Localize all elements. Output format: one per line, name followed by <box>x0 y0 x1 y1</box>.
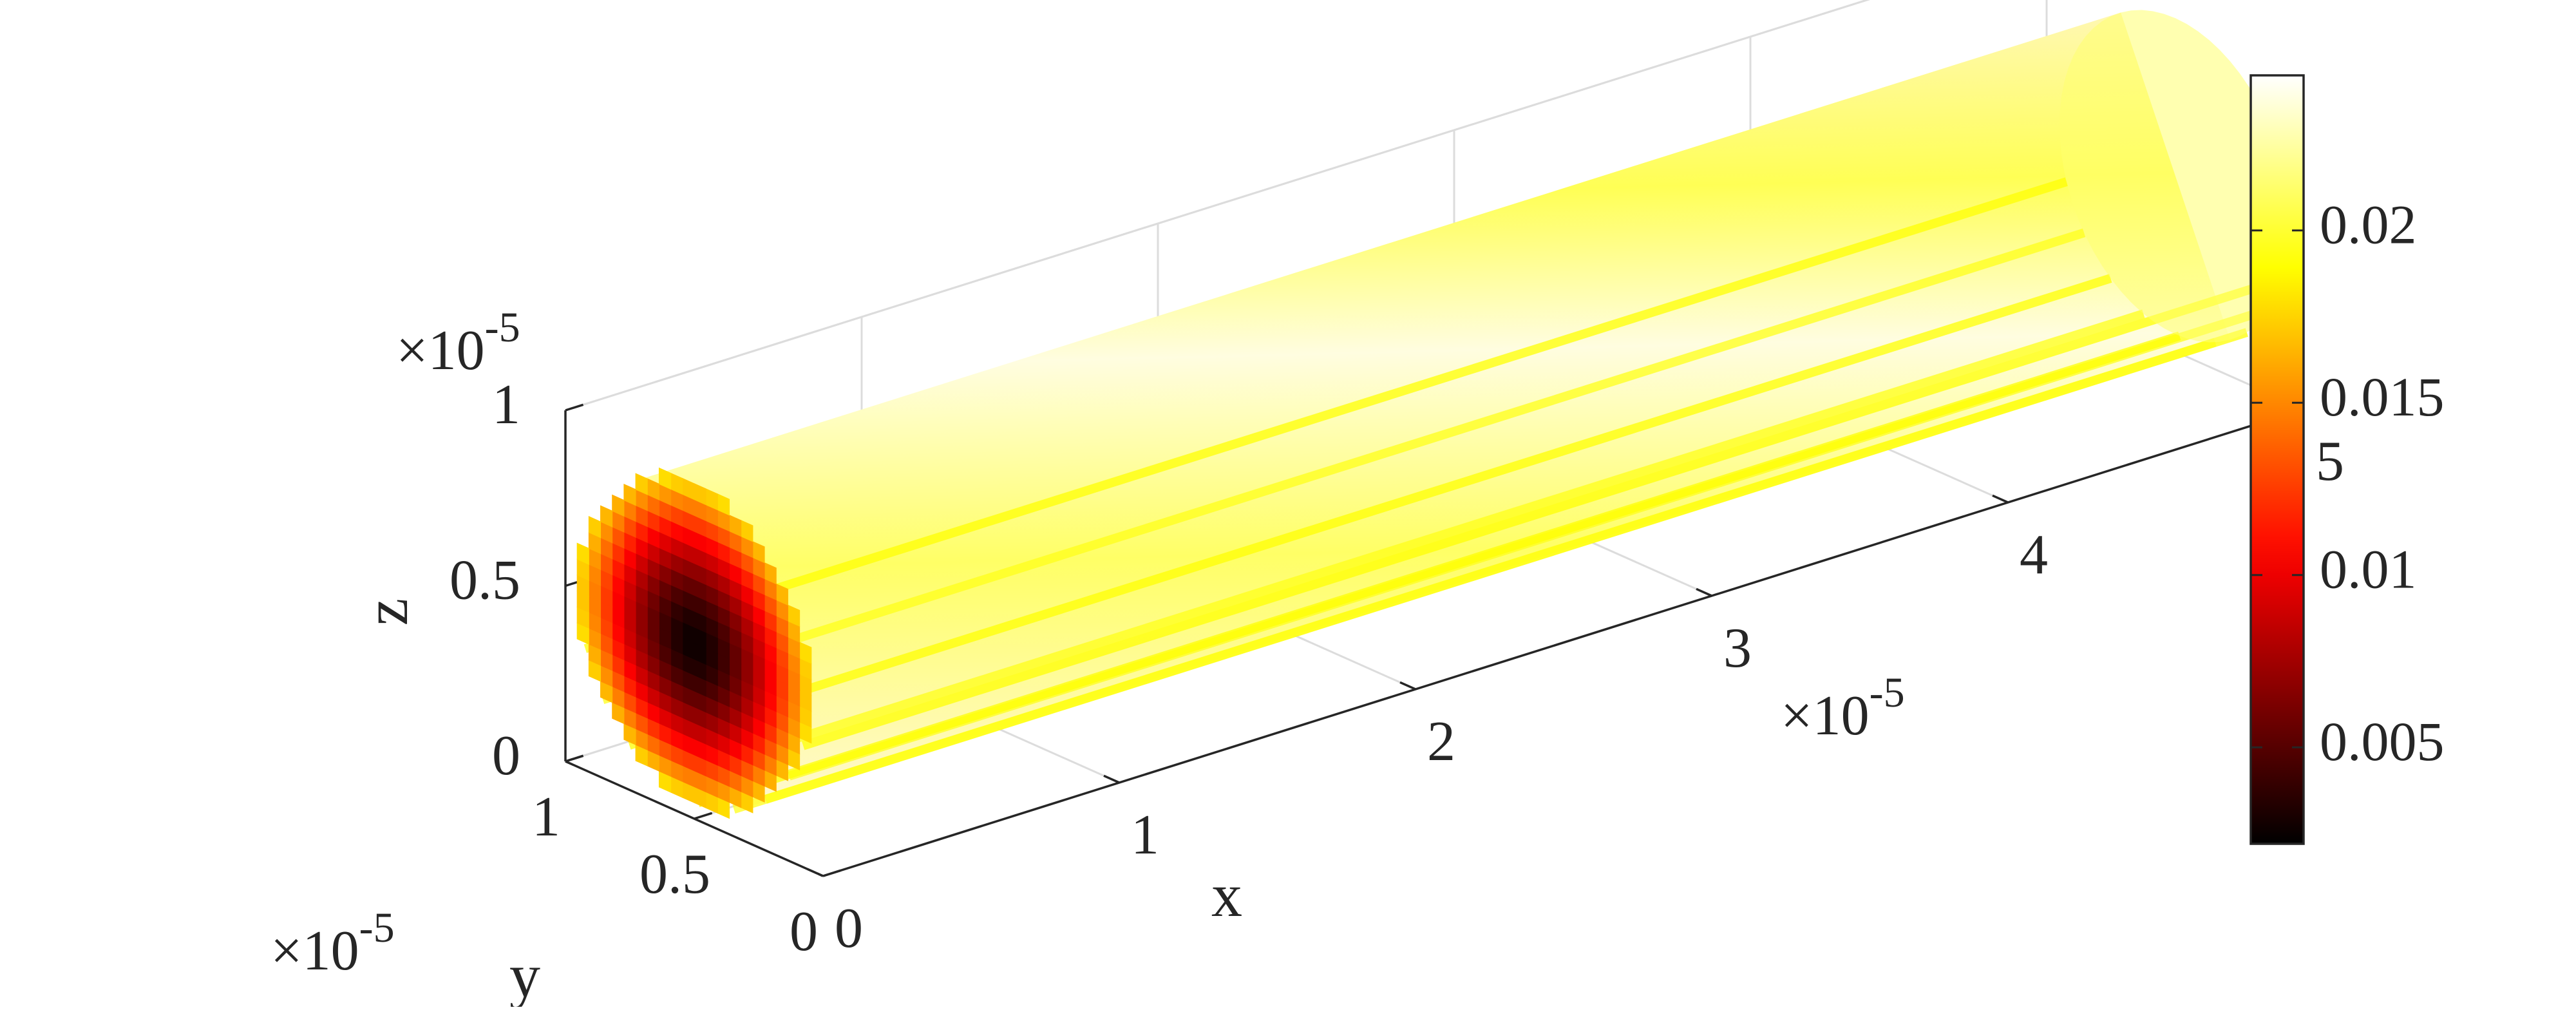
z-tick-mark <box>565 403 584 412</box>
cylinder-stripe <box>583 177 2068 653</box>
y-tick-label: 0 <box>790 900 818 963</box>
colorbar-tick-label: 0.02 <box>2320 193 2417 255</box>
z-tick-label: 0.5 <box>450 549 520 612</box>
z-tick-label: 1 <box>492 374 520 436</box>
end-cap-voxel <box>612 494 625 517</box>
cylinder-stripe <box>802 274 2286 750</box>
colorbar-tick-label: 0.01 <box>2320 538 2417 600</box>
end-cap-voxel <box>600 505 613 528</box>
x-tick-mark <box>807 868 824 877</box>
cylinder-stripe <box>628 274 2112 750</box>
x-axis-label: x <box>1211 861 1242 929</box>
end-cap-voxel <box>658 467 672 490</box>
x-tick-mark <box>1696 587 1712 597</box>
x-tick-label: 3 <box>1723 617 1752 680</box>
x-tick-mark <box>1399 681 1416 691</box>
cylinder-body <box>583 10 2291 814</box>
colorbar: 0.005 0.01 0.015 0.02 <box>2249 74 2445 845</box>
y-tick-mark <box>694 812 713 820</box>
cylinder-stripe <box>697 331 2181 808</box>
colorbar-bar <box>2249 74 2305 845</box>
x-tick-label: 2 <box>1427 710 1455 773</box>
x-tick-mark <box>1103 774 1120 784</box>
x-tick-label: 1 <box>1131 804 1159 866</box>
end-cap-voxel <box>623 484 636 506</box>
cylinder-back-cap <box>2060 10 2291 343</box>
x-tick-label: 4 <box>2020 524 2048 586</box>
end-cap-voxel <box>635 473 648 495</box>
y-tick-label: 0.5 <box>639 843 710 906</box>
colorbar-tick-label: 0.015 <box>2320 366 2445 428</box>
x-tick-label: 5 <box>2316 430 2344 493</box>
z-axis-exponent: ×10-5 <box>396 304 520 382</box>
y-tick-mark <box>822 869 842 877</box>
colorbar-tick-label: 0.005 <box>2320 710 2445 772</box>
cylinder-end-cap <box>576 467 812 819</box>
y-axis-exponent: ×10-5 <box>270 904 395 982</box>
axis-labels: x y z ×10-5 ×10-5 ×10-5 <box>270 304 1905 1010</box>
box-edge-top-back <box>565 0 1870 412</box>
z-tick-label: 0 <box>492 725 520 787</box>
z-tick-mark <box>565 754 584 763</box>
end-cap-voxel <box>588 516 601 538</box>
x-tick-mark <box>1992 494 2009 504</box>
x-axis-line <box>822 408 2305 877</box>
z-axis-label: z <box>352 598 421 626</box>
cylinder-stripe <box>732 338 2217 814</box>
cylinder-stripe <box>601 228 2086 705</box>
y-tick-label: 1 <box>532 786 560 848</box>
x-axis-exponent: ×10-5 <box>1781 669 1905 747</box>
cylinder-surface <box>639 12 2230 807</box>
end-cap-voxel <box>576 542 589 565</box>
cylinder-stripe <box>661 309 2145 785</box>
x-tick-label: 0 <box>835 897 863 960</box>
y-axis-label: y <box>509 941 540 1007</box>
